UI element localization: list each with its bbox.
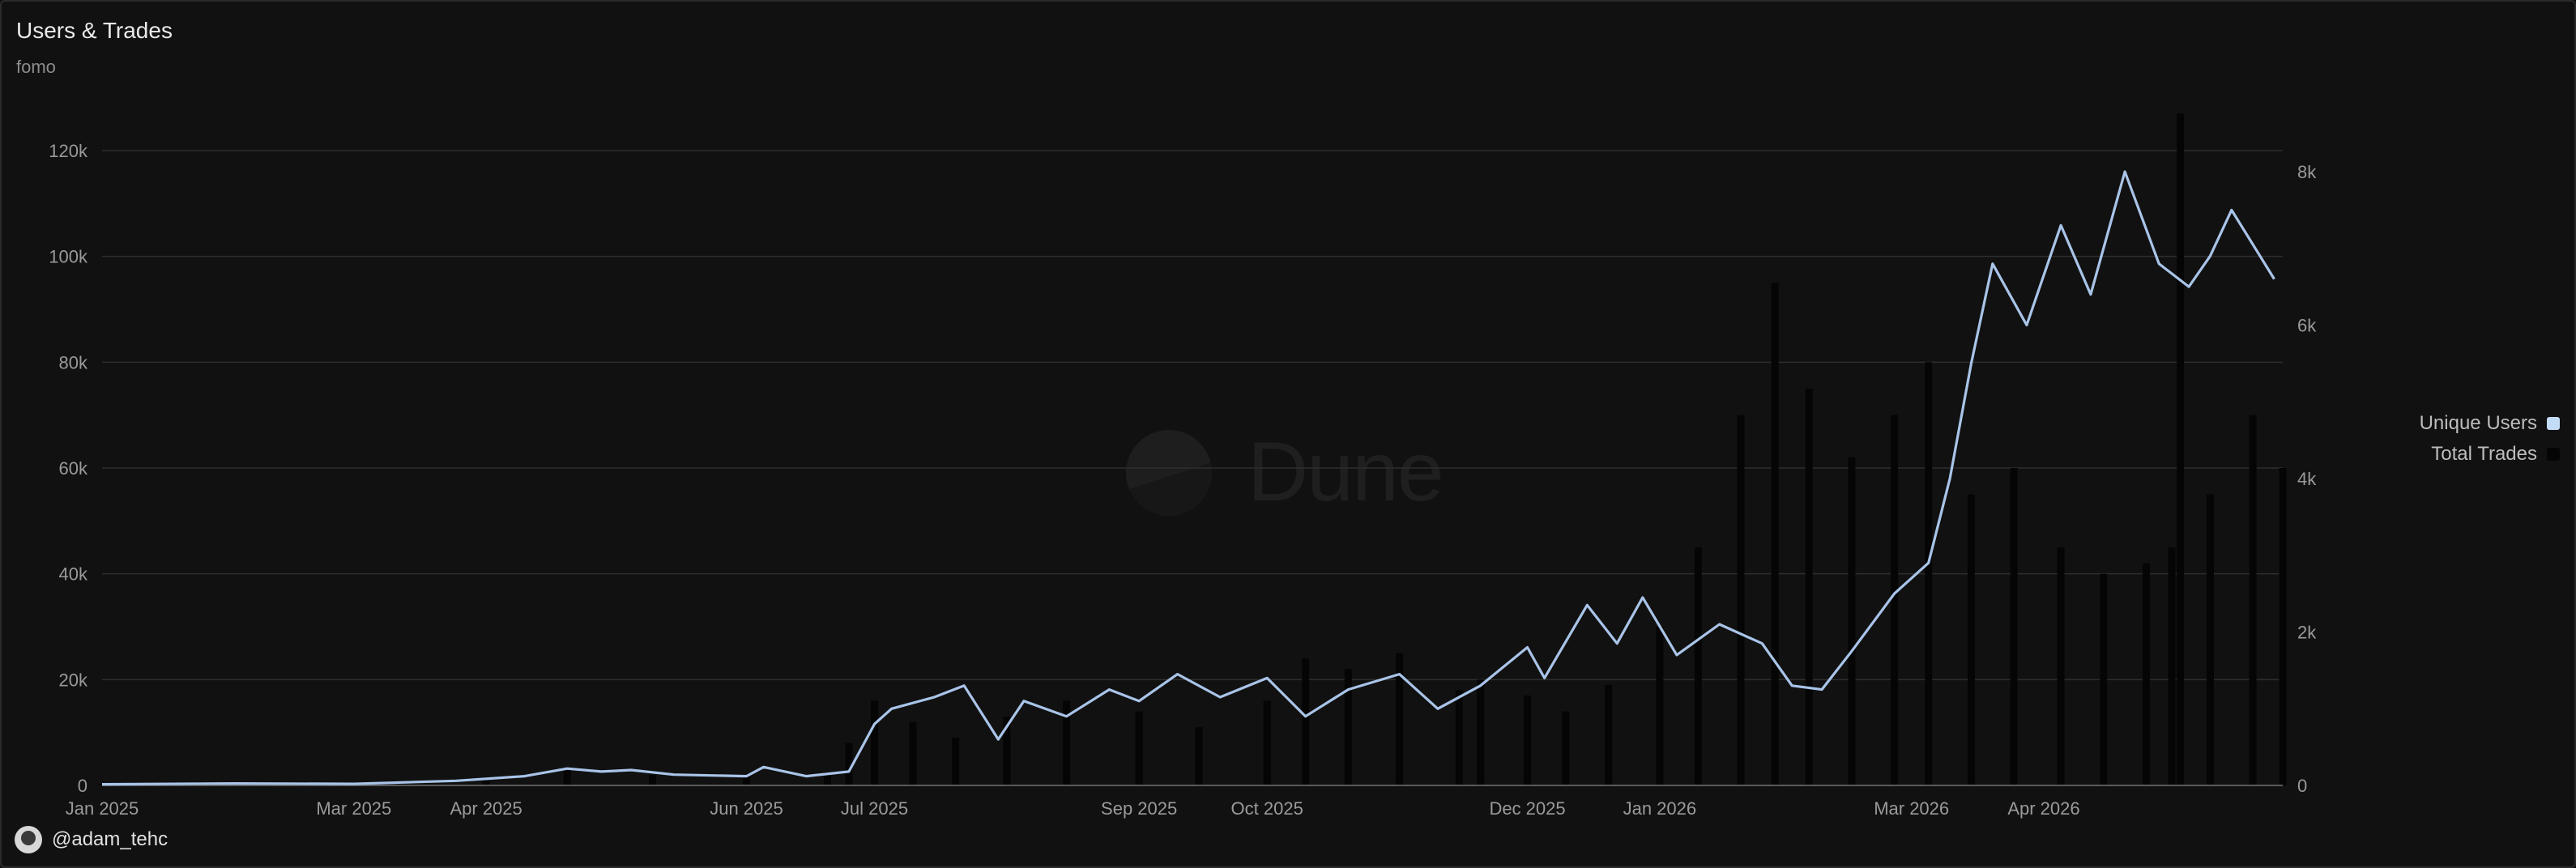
x-tick-label: Sep 2025 [1101, 798, 1177, 819]
trades-bar [1396, 653, 1404, 785]
trades-bar [1344, 669, 1352, 785]
author-badge[interactable]: @adam_tehc [15, 826, 168, 853]
x-tick-label: Apr 2026 [2007, 798, 2079, 819]
trades-bar [1003, 717, 1011, 785]
trades-bar [952, 738, 960, 785]
legend-label-total-trades: Total Trades [2431, 443, 2537, 465]
x-tick-label: Apr 2025 [450, 798, 522, 819]
trades-bar [2168, 547, 2176, 785]
x-tick-label: Jun 2025 [710, 798, 783, 819]
y-left-tick-label: 40k [59, 564, 88, 585]
x-tick-label: Jan 2026 [1623, 798, 1697, 819]
trades-bar [1302, 658, 1310, 785]
trades-bar [1455, 690, 1463, 785]
trades-bar [2100, 573, 2108, 785]
trades-bar [2206, 494, 2214, 785]
trades-bar [1263, 700, 1271, 785]
x-tick-label: Mar 2026 [1874, 798, 1949, 819]
trades-bar [1195, 727, 1203, 785]
trades-bar [1891, 415, 1899, 785]
chart-title: Users & Trades [16, 18, 173, 43]
trades-bar [1848, 457, 1856, 785]
trades-bar [1771, 283, 1779, 785]
watermark-text: Dune [1247, 425, 1444, 519]
trades-bar [2142, 563, 2150, 785]
y-right-tick-label: 8k [2297, 162, 2317, 182]
y-left-tick-label: 120k [49, 141, 88, 161]
unique-users-line [101, 170, 2275, 786]
legend-swatch-unique-users [2547, 417, 2560, 430]
trades-bar [1524, 695, 1532, 785]
y-right-tick-label: 4k [2297, 469, 2317, 489]
trades-bar [2249, 415, 2257, 785]
trades-bar [482, 781, 490, 785]
dune-logo-icon [1126, 429, 1212, 516]
trades-bar [1605, 684, 1613, 785]
y-right-tick-label: 0 [2297, 776, 2307, 796]
trades-bar [1656, 627, 1664, 785]
y-left-tick-label: 80k [59, 352, 88, 372]
legend-item-total-trades[interactable]: Total Trades [2420, 439, 2560, 470]
dune-watermark: Dune [1126, 424, 1444, 521]
trades-bar [649, 774, 657, 785]
trades-bar [845, 742, 853, 785]
trades-bar [1477, 679, 1485, 785]
y-left-tick-label: 60k [59, 458, 88, 479]
trades-bar [824, 772, 832, 785]
trades-bar [1694, 547, 1702, 785]
trades-bar [1805, 389, 1813, 785]
trades-bar [871, 700, 879, 785]
trades-bar [2177, 113, 2185, 785]
y-right-tick-label: 2k [2297, 623, 2317, 643]
chart-subtitle: fomo [16, 57, 56, 77]
avatar [15, 826, 42, 853]
trades-bar [1135, 711, 1143, 785]
legend-label-unique-users: Unique Users [2419, 412, 2537, 434]
trades-bar [1562, 711, 1570, 785]
trades-bar [1925, 362, 1933, 785]
trades-bar [2279, 468, 2287, 785]
legend-swatch-total-trades [2547, 448, 2560, 461]
x-tick-label: Mar 2025 [316, 798, 391, 819]
trades-bar [1063, 700, 1071, 785]
trades-bar [2010, 468, 2018, 785]
x-tick-label: Dec 2025 [1489, 798, 1565, 819]
x-tick-label: Oct 2025 [1231, 798, 1303, 819]
y-left-tick-label: 0 [78, 776, 87, 796]
chart-legend: Unique Users Total Trades [2420, 408, 2560, 470]
trades-bar [1967, 494, 1975, 785]
trades-bar [909, 721, 917, 785]
legend-item-unique-users[interactable]: Unique Users [2420, 408, 2560, 439]
y-left-tick-label: 100k [49, 247, 88, 267]
y-right-tick-label: 6k [2297, 316, 2317, 336]
x-tick-label: Jan 2025 [66, 798, 139, 819]
trades-bar [742, 774, 750, 785]
trades-bar [2057, 547, 2065, 785]
author-name: @adam_tehc [52, 828, 168, 850]
trades-bar [563, 769, 571, 785]
x-tick-label: Jul 2025 [841, 798, 908, 819]
y-left-tick-label: 20k [59, 670, 88, 690]
trades-bar [1737, 415, 1745, 785]
